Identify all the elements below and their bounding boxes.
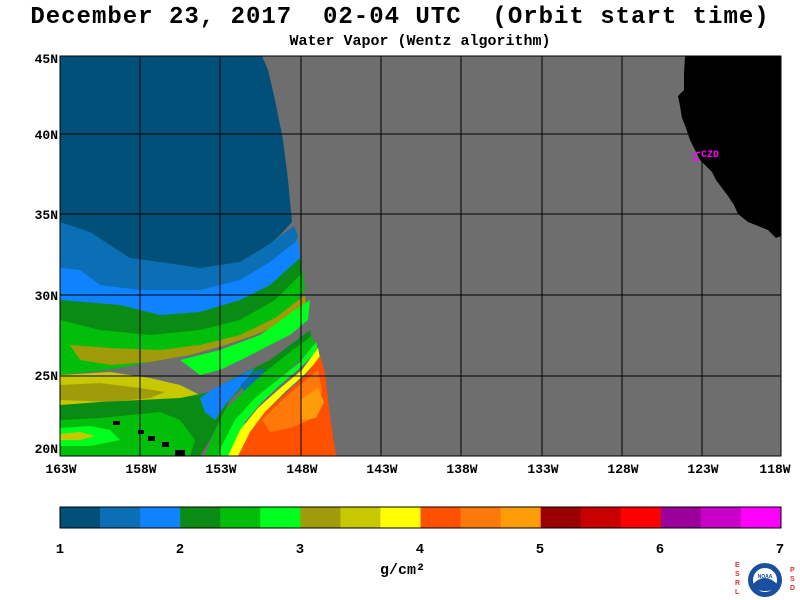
colorbar-swatch: [580, 507, 622, 528]
colorbar-units: g/cm²: [380, 562, 426, 579]
colorbar-swatch: [620, 507, 662, 528]
colorbar-swatch: [340, 507, 381, 528]
map-frame: [59, 55, 782, 457]
noaa-logo-text: NOAA: [758, 574, 773, 580]
colorbar-swatch: [700, 507, 742, 528]
colorbar-swatch: [180, 507, 221, 528]
colorbar-swatch: [500, 507, 542, 528]
lat-label-45n: 45N: [34, 52, 58, 67]
lon-label-153w: 153W: [205, 462, 237, 477]
lon-label-118w: 118W: [759, 462, 791, 477]
colorbar-tick-5: 5: [535, 542, 545, 558]
colorbar-swatch: [540, 507, 582, 528]
colorbar-swatch: [740, 507, 782, 528]
lon-label-133w: 133W: [527, 462, 559, 477]
noaa-esrl-psd-logo: E S R L P S D NOAA: [735, 562, 795, 597]
colorbar-tick-4: 4: [415, 542, 425, 558]
colorbar-swatch: [460, 507, 502, 528]
station-marker: CZD: [693, 150, 719, 161]
lon-label-143w: 143W: [366, 462, 398, 477]
colorbar-tick-7: 7: [775, 542, 785, 558]
colorbar-swatch: [660, 507, 702, 528]
colorbar-tick-1: 1: [55, 542, 65, 558]
colorbar-swatch: [140, 507, 181, 528]
lon-label-128w: 128W: [607, 462, 639, 477]
lat-label-20n: 20N: [34, 442, 58, 457]
lon-label-123w: 123W: [687, 462, 719, 477]
lat-label-35n: 35N: [34, 208, 58, 223]
colorbar-tick-6: 6: [655, 542, 665, 558]
map-title: December 23, 2017 02-04 UTC (Orbit start…: [30, 4, 770, 31]
colorbar-swatch: [260, 507, 301, 528]
lon-label-163w: 163W: [45, 462, 77, 477]
lon-label-138w: 138W: [446, 462, 478, 477]
svg-text:E: E: [735, 562, 740, 569]
lat-label-25n: 25N: [34, 369, 58, 384]
lat-label-30n: 30N: [34, 289, 58, 304]
colorbar-tick-2: 2: [175, 542, 185, 558]
colorbar-swatch: [300, 507, 341, 528]
lat-lon-grid: [60, 56, 781, 456]
colorbar-swatch: [220, 507, 261, 528]
svg-text:S: S: [735, 571, 740, 578]
svg-text:D: D: [790, 585, 795, 592]
colorbar-swatch: [60, 507, 101, 528]
svg-text:P: P: [790, 567, 795, 574]
data-swath: [60, 56, 336, 456]
colorbar-swatch: [420, 507, 462, 528]
svg-text:L: L: [735, 589, 740, 596]
lat-label-40n: 40N: [34, 128, 58, 143]
colorbar-swatch: [380, 507, 421, 528]
colorbar: [60, 507, 782, 528]
colorbar-frame: [59, 506, 782, 529]
station-label: CZD: [701, 150, 719, 161]
land-mass: [678, 56, 781, 238]
colorbar-swatch: [100, 507, 141, 528]
svg-text:S: S: [790, 576, 795, 583]
svg-text:R: R: [735, 580, 740, 587]
map-subtitle: Water Vapor (Wentz algorithm): [289, 33, 551, 50]
lon-label-148w: 148W: [286, 462, 318, 477]
lon-label-158w: 158W: [125, 462, 157, 477]
hawaii-islands: [113, 421, 185, 456]
colorbar-tick-3: 3: [295, 542, 305, 558]
map-field: CZD: [60, 56, 781, 456]
